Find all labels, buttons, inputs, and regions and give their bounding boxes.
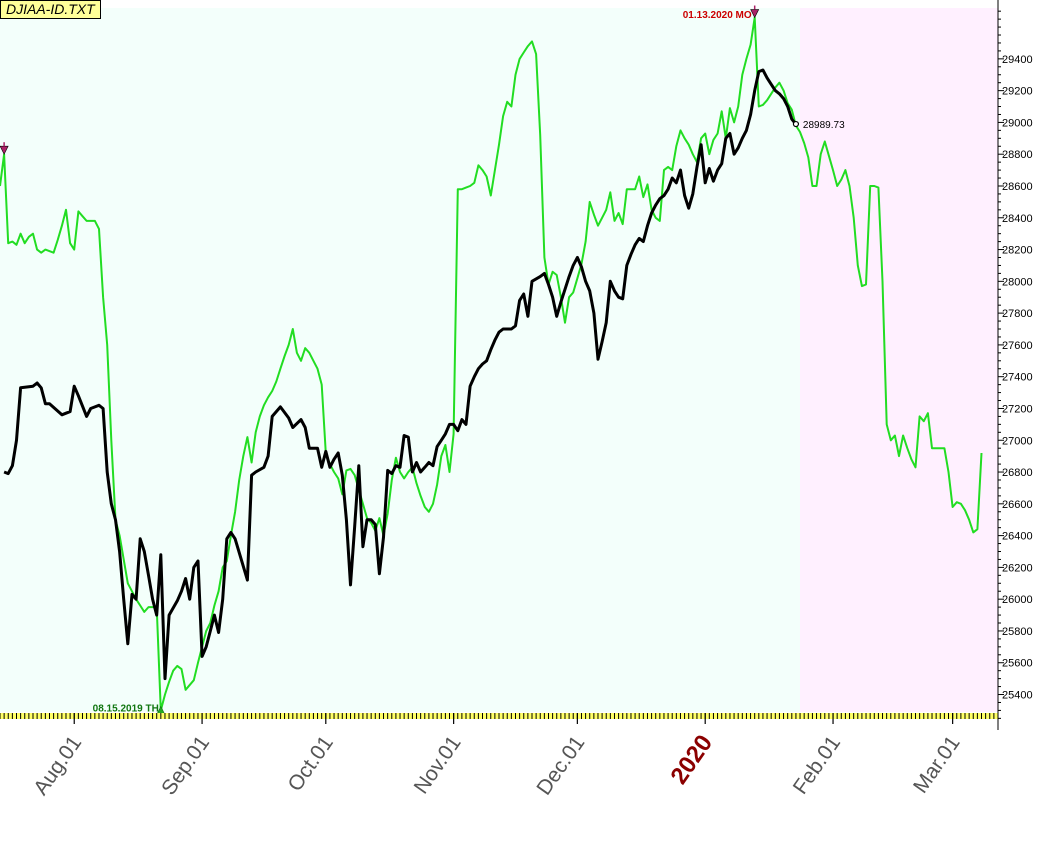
price-series-line [3,68,798,681]
y-tick-label: 26400 [1002,531,1033,543]
y-tick-label: 26600 [1002,499,1033,511]
y-tick-label: 27000 [1002,435,1033,447]
x-tick-label: Mar.01 [909,732,965,798]
projection-background [800,8,998,712]
y-tick-label: 29400 [1002,54,1033,66]
y-tick-label: 25400 [1002,690,1033,702]
low-date-label: 08.15.2019 TH [93,703,159,714]
x-tick-label: Oct.01 [284,732,338,796]
y-tick-label: 27800 [1002,308,1033,320]
y-axis: 25400 25600 25800 26000 26200 26400 26600 26800… [997,0,1033,730]
file-title: DJIAA-ID.TXT [0,0,101,19]
y-tick-label: 27200 [1002,403,1033,415]
x-tick-label: Feb.01 [789,732,845,799]
y-tick-label: 27600 [1002,340,1033,352]
y-tick-label: 27400 [1002,372,1033,384]
y-tick-label: 28400 [1002,213,1033,225]
y-tick-label: 28600 [1002,181,1033,193]
y-tick-label: 29000 [1002,117,1033,129]
x-tick-label: Aug.01 [29,732,86,800]
y-tick-label: 26000 [1002,594,1033,606]
annotations-layer: 01.13.2020 MO 08.15.2019 TH 28989.73 [93,10,845,714]
y-tick-label: 26200 [1002,562,1033,574]
y-tick-label: 25600 [1002,658,1033,670]
y-tick-label: 25800 [1002,626,1033,638]
history-background [0,8,801,712]
x-year-label: 2020 [665,730,718,789]
last-value-dot [792,120,800,128]
x-tick-label: Dec.01 [532,732,589,800]
y-tick-label: 29200 [1002,86,1033,98]
x-tick-label: Nov.01 [410,732,466,798]
y-tick-label: 28800 [1002,149,1033,161]
y-tick-label: 26800 [1002,467,1033,479]
x-ruler [0,713,999,719]
high-date-label: 01.13.2020 MO [683,10,752,21]
x-axis: Aug.01 Sep.01 Oct.01 Nov.01 Dec.01 2020 Feb.01… [29,713,965,800]
series-layer [0,16,983,712]
y-tick-label: 28000 [1002,276,1033,288]
markers-layer [0,5,760,715]
y-tick-label: 28200 [1002,245,1033,257]
x-tick-label: Sep.01 [157,732,214,800]
last-value-label: 28989.73 [803,120,845,131]
projection-series-line [0,16,983,712]
